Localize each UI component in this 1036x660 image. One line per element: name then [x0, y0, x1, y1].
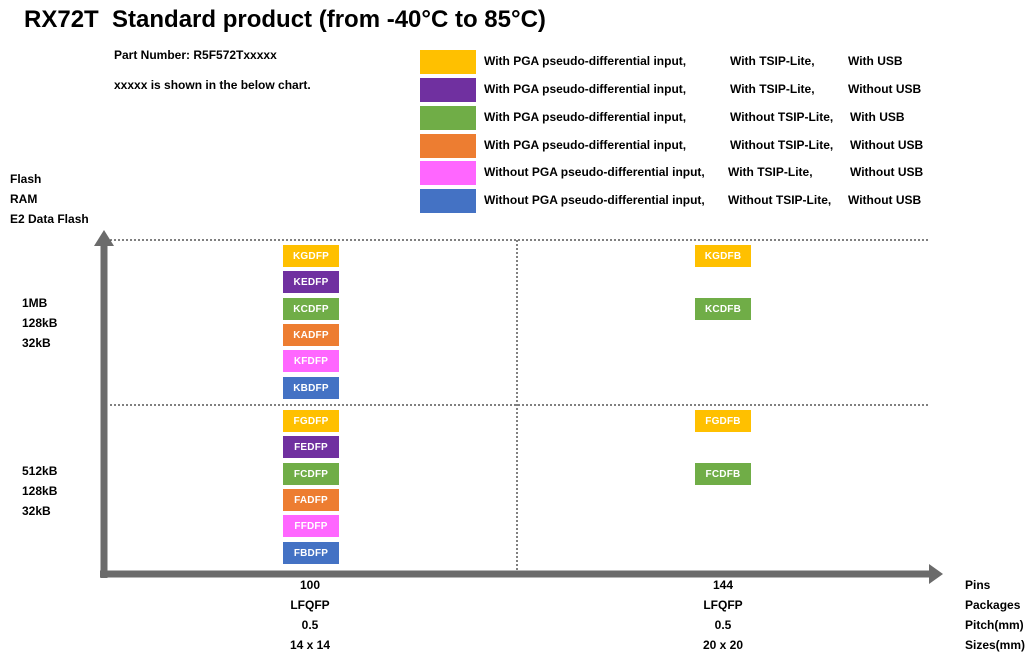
legend-pga: Without PGA pseudo-differential input,	[484, 165, 705, 179]
product-fedfp: FEDFP	[283, 436, 339, 458]
y-axis-label-e2: E2 Data Flash	[10, 212, 89, 226]
legend-pga: With PGA pseudo-differential input,	[484, 82, 687, 96]
legend-usb: Without USB	[850, 165, 924, 179]
product-kgdfb: KGDFB	[695, 245, 751, 267]
legend-usb: Without USB	[848, 82, 922, 96]
product-kgdfp: KGDFP	[283, 245, 339, 267]
y-axis-label-flash: Flash	[10, 172, 42, 186]
product-fcdfp: FCDFP	[283, 463, 339, 485]
legend-usb: With USB	[848, 54, 903, 68]
legend-swatch-orange	[420, 134, 476, 158]
package-144-pitch: 0.5	[714, 618, 732, 632]
package-144-type: LFQFP	[703, 598, 743, 612]
legend-tsip: With TSIP-Lite,	[730, 54, 815, 68]
tier-1mb-e2: 32kB	[22, 336, 51, 350]
package-100-size: 14 x 14	[289, 638, 331, 652]
product-kcdfb: KCDFB	[695, 298, 751, 320]
x-category-sizes: Sizes(mm)	[965, 638, 1026, 652]
x-axis-arrowhead	[929, 564, 943, 584]
x-category-pins: Pins	[965, 578, 991, 592]
package-100-type: LFQFP	[290, 598, 330, 612]
tier-512kb-flash: 512kB	[22, 464, 58, 478]
package-100-pitch: 0.5	[301, 618, 319, 632]
tier-1mb-ram: 128kB	[22, 316, 58, 330]
product-fbdfp: FBDFP	[283, 542, 339, 564]
y-axis-arrowhead	[94, 230, 114, 246]
legend-swatch-yellow	[420, 50, 476, 74]
legend-swatch-blue	[420, 189, 476, 213]
legend-tsip: Without TSIP-Lite,	[728, 193, 832, 207]
legend-pga: With PGA pseudo-differential input,	[484, 138, 687, 152]
legend-tsip: With TSIP-Lite,	[730, 82, 815, 96]
product-kfdfp: KFDFP	[283, 350, 339, 372]
package-144-pins: 144	[712, 578, 734, 592]
legend-tsip: Without TSIP-Lite,	[730, 110, 834, 124]
tier-512kb-ram: 128kB	[22, 484, 58, 498]
tier-512kb-e2: 32kB	[22, 504, 51, 518]
part-number: Part Number: R5F572Txxxxx	[114, 48, 277, 62]
y-axis-label-ram: RAM	[10, 192, 38, 206]
legend-usb: Without USB	[850, 138, 924, 152]
page-title: RX72T Standard product (from -40°C to 85…	[24, 6, 546, 33]
product-kadfp: KADFP	[283, 324, 339, 346]
x-category-packages: Packages	[965, 598, 1021, 612]
legend-pga: With PGA pseudo-differential input,	[484, 110, 687, 124]
legend-usb: With USB	[850, 110, 905, 124]
legend-swatch-pink	[420, 161, 476, 185]
legend-tsip: Without TSIP-Lite,	[730, 138, 834, 152]
legend-pga: With PGA pseudo-differential input,	[484, 54, 687, 68]
part-number-note: xxxxx is shown in the below chart.	[114, 78, 311, 92]
product-fcdfb: FCDFB	[695, 463, 751, 485]
x-category-pitch: Pitch(mm)	[965, 618, 1024, 632]
package-144-size: 20 x 20	[702, 638, 744, 652]
legend-swatch-green	[420, 106, 476, 130]
product-fgdfb: FGDFB	[695, 410, 751, 432]
product-ffdfp: FFDFP	[283, 515, 339, 537]
package-100-pins: 100	[299, 578, 321, 592]
product-kcdfp: KCDFP	[283, 298, 339, 320]
legend-swatch-purple	[420, 78, 476, 102]
product-kedfp: KEDFP	[283, 271, 339, 293]
product-kbdfp: KBDFP	[283, 377, 339, 399]
legend-tsip: With TSIP-Lite,	[728, 165, 813, 179]
product-fgdfp: FGDFP	[283, 410, 339, 432]
tier-1mb-flash: 1MB	[22, 296, 48, 310]
legend-usb: Without USB	[848, 193, 922, 207]
legend-pga: Without PGA pseudo-differential input,	[484, 193, 705, 207]
product-fadfp: FADFP	[283, 489, 339, 511]
